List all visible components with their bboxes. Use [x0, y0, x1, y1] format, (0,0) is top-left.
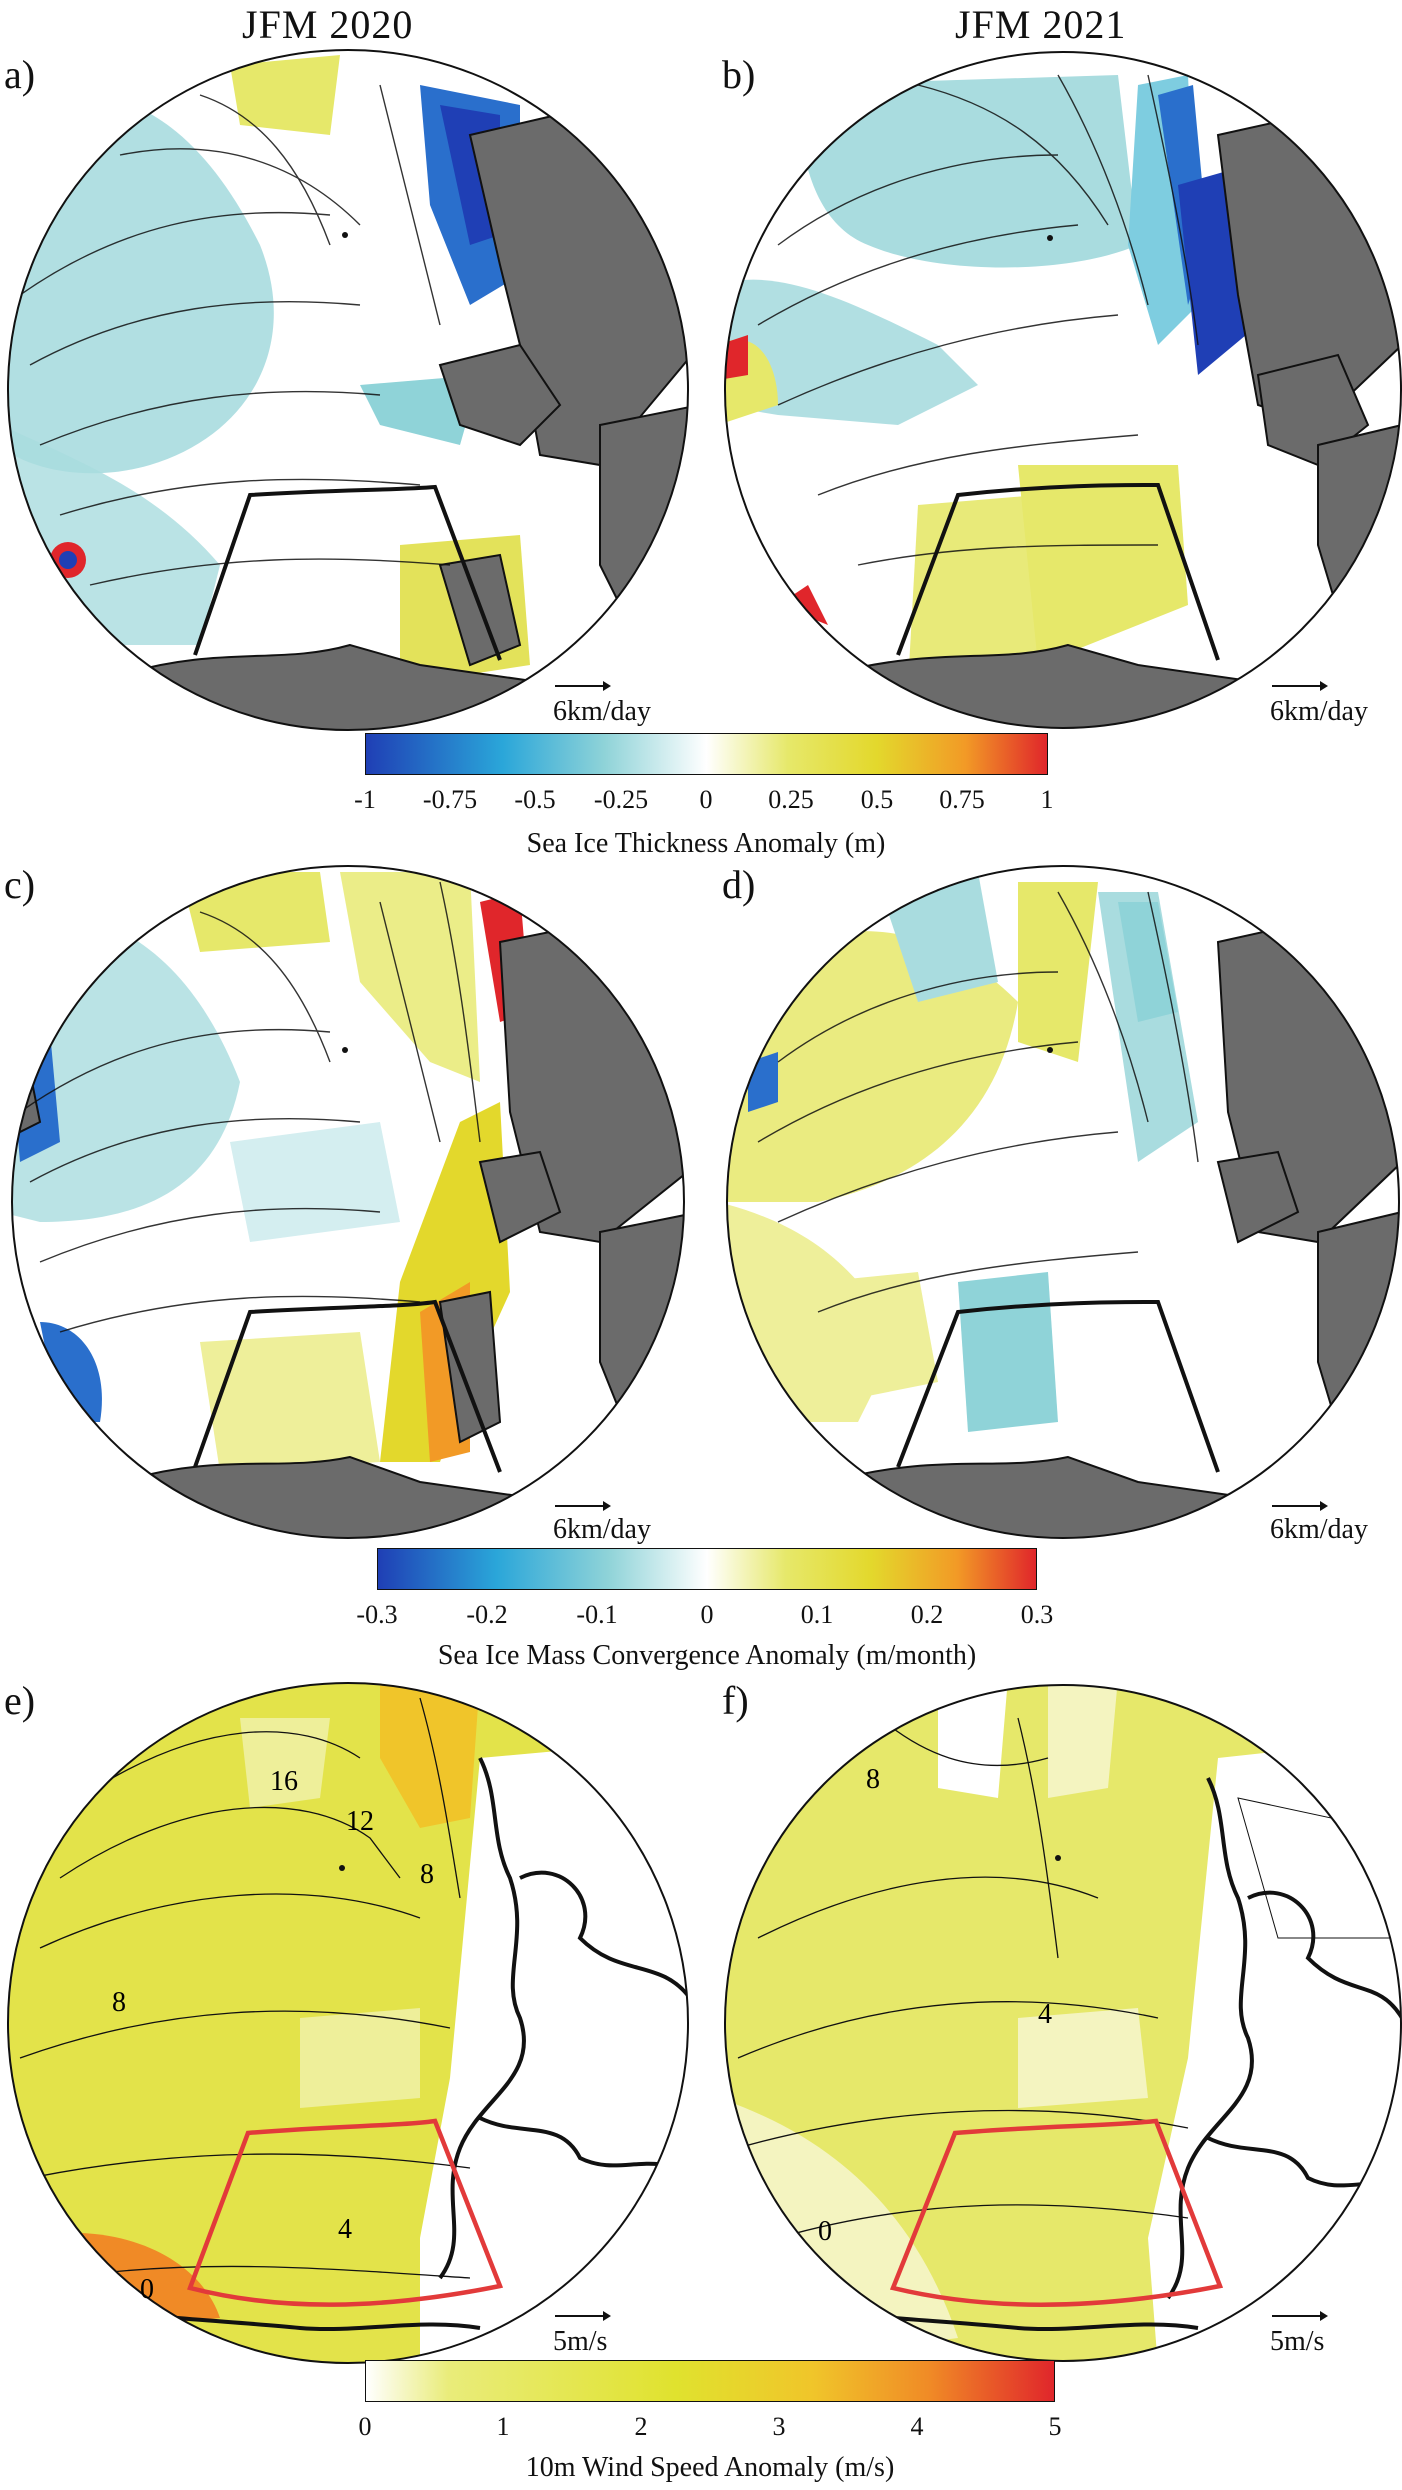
contour-label: 4 — [338, 2214, 352, 2245]
contour-label: 8 — [866, 1764, 880, 1795]
map-panel-b — [724, 51, 1402, 729]
map-panel-d — [726, 865, 1400, 1539]
colorbar-thickness-tick: -0.25 — [593, 785, 649, 814]
colorbar-convergence-tick: -0.1 — [576, 1600, 618, 1629]
panel-label-c: c) — [4, 862, 36, 907]
colorbar-wind-tick: 2 — [634, 2412, 648, 2441]
colorbar-wind-tick: 5 — [1048, 2412, 1062, 2441]
colorbar-wind-title: 10m Wind Speed Anomaly (m/s) — [525, 2452, 895, 2483]
scale-arrow-c — [555, 1501, 611, 1511]
scale-label-c: 6km/day — [553, 1514, 651, 1545]
colorbar-convergence-tick: 0.3 — [1020, 1600, 1054, 1629]
colorbar-convergence — [377, 1548, 1037, 1590]
colorbar-thickness-tick: 0 — [699, 785, 713, 814]
scale-label-d: 6km/day — [1270, 1514, 1368, 1545]
colorbar-convergence-title: Sea Ice Mass Convergence Anomaly (m/mont… — [437, 1640, 977, 1671]
scale-arrow-e — [555, 2311, 611, 2321]
scale-label-f: 5m/s — [1270, 2326, 1325, 2357]
colorbar-wind-tick: 4 — [910, 2412, 924, 2441]
scale-arrow-f — [1272, 2311, 1328, 2321]
colorbar-thickness-tick: 1 — [1040, 785, 1054, 814]
colorbar-thickness-tick: -0.5 — [514, 785, 556, 814]
contour-label: 16 — [270, 1766, 298, 1797]
scale-label-a: 6km/day — [553, 696, 651, 727]
colorbar-thickness-tick: 0.25 — [768, 785, 814, 814]
colorbar-wind — [365, 2360, 1055, 2402]
contour-label: 8 — [420, 1859, 434, 1890]
colorbar-thickness-tick: 0.75 — [939, 785, 985, 814]
colorbar-convergence-tick: 0.1 — [800, 1600, 834, 1629]
colorbar-convergence-tick: -0.2 — [466, 1600, 508, 1629]
map-panel-f: 8 4 0 — [724, 1684, 1402, 2362]
colorbar-thickness-title: Sea Ice Thickness Anomaly (m) — [526, 828, 886, 859]
column-title-2021: JFM 2021 — [955, 2, 1127, 47]
panel-label-f: f) — [722, 1678, 749, 1723]
column-title-2020: JFM 2020 — [242, 2, 414, 47]
contour-label: 12 — [346, 1806, 374, 1837]
colorbar-wind-tick: 0 — [358, 2412, 372, 2441]
scale-arrow-d — [1272, 1501, 1328, 1511]
contour-label: 4 — [1038, 1999, 1052, 2030]
scale-arrow-a — [555, 681, 611, 691]
scale-label-e: 5m/s — [553, 2326, 608, 2357]
contour-label: 8 — [112, 1987, 126, 2018]
contour-label: 0 — [818, 2216, 832, 2247]
panel-label-a: a) — [4, 52, 36, 97]
colorbar-convergence-tick: -0.3 — [356, 1600, 398, 1629]
panel-label-e: e) — [4, 1678, 36, 1723]
colorbar-thickness-tick: -1 — [354, 785, 376, 814]
map-panel-e: 16 12 8 8 4 0 — [7, 1682, 689, 2364]
panel-label-b: b) — [722, 52, 756, 97]
colorbar-wind-tick: 1 — [496, 2412, 510, 2441]
contour-label: 0 — [140, 2274, 154, 2305]
scale-label-b: 6km/day — [1270, 696, 1368, 727]
map-panel-c — [11, 865, 685, 1539]
colorbar-convergence-tick: 0.2 — [910, 1600, 944, 1629]
colorbar-convergence-tick: 0 — [700, 1600, 714, 1629]
colorbar-thickness-tick: 0.5 — [860, 785, 894, 814]
colorbar-thickness — [365, 733, 1048, 775]
scale-arrow-b — [1272, 681, 1328, 691]
panel-label-d: d) — [722, 862, 756, 907]
colorbar-wind-tick: 3 — [772, 2412, 786, 2441]
map-panel-a — [7, 49, 689, 731]
colorbar-thickness-tick: -0.75 — [422, 785, 478, 814]
